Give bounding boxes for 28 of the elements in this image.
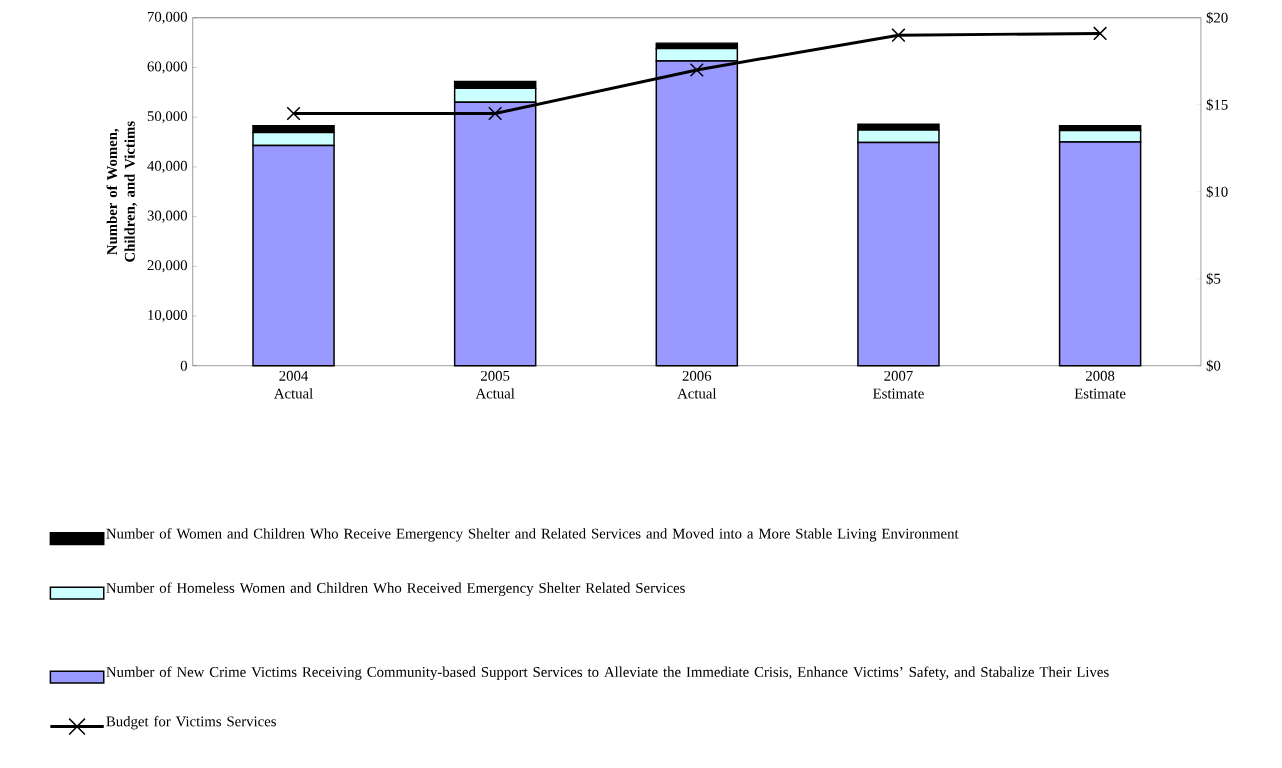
y-axis-title: Number of Women, Children, and Victims [106,121,137,262]
y-tick-label: 50,000 [147,111,188,124]
point [286,106,301,121]
y2-tick-label: $15 [1206,98,1228,111]
x-tick-label: 2005 Actual [475,370,515,399]
legend-label: Number of New Crime Victims Receiving Community-based Support Services to Alleviate the Immediate Crisis, Enhance Victims’ Safety, and Stabalize Their Lives [106,666,1109,680]
y-tick-label: 70,000 [147,11,188,24]
point [689,62,704,77]
x-tick-label: 2008 Estimate [1074,370,1126,399]
legend-label: Number of Women and Children Who Receive Emergency Shelter and Related Services and Moved into a More Stable Living Environment [106,528,959,542]
y-tick-label: 60,000 [147,61,188,74]
legend-label: Number of Homeless Women and Children Who Received Emergency Shelter Related Services [106,582,685,596]
point [488,106,503,121]
x-tick-label: 2006 Actual [677,370,717,399]
point [891,28,906,43]
y-tick-label: 0 [180,360,188,371]
y2-tick-label: $0 [1206,359,1221,372]
y2-tick-label: $5 [1206,272,1221,285]
y2-tick-label: $10 [1206,185,1228,198]
x-tick-label: 2004 Actual [273,370,313,399]
y-tick-label: 40,000 [147,160,188,173]
y-tick-label: 30,000 [147,210,188,223]
legend-label: Budget for Victims Services [106,715,276,730]
y-tick-label: 10,000 [148,309,188,323]
x-tick-label: 2007 Estimate [873,370,924,399]
y-tick-label: 20,000 [147,260,188,273]
y2-tick-label: $20 [1206,11,1228,24]
point [1093,26,1108,41]
